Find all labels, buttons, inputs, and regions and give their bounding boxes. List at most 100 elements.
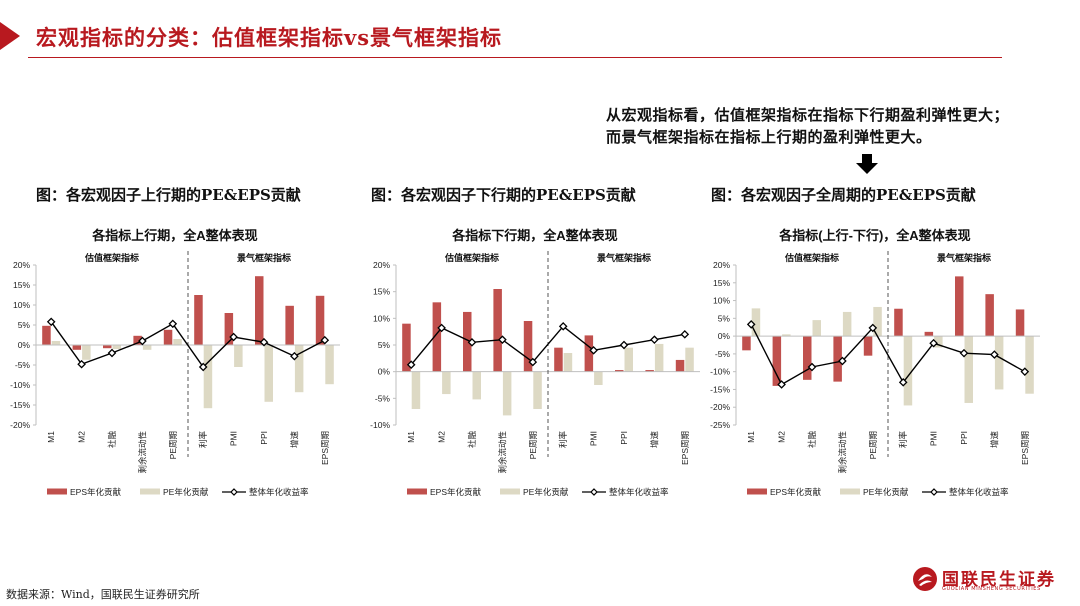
y-tick-label: 10% bbox=[373, 313, 390, 323]
legend-label-pe: PE年化贡献 bbox=[523, 487, 569, 497]
title-arrow-icon bbox=[0, 22, 20, 50]
x-category-label: 剩余流动性 bbox=[137, 431, 147, 474]
pe-bar bbox=[594, 371, 603, 385]
pe-bar bbox=[173, 339, 182, 345]
x-category-label: EPS周期 bbox=[320, 431, 330, 465]
y-tick-label: 20% bbox=[13, 260, 30, 270]
legend-swatch-eps bbox=[407, 488, 427, 495]
total-return-line bbox=[50, 321, 326, 369]
x-category-label: EPS周期 bbox=[1020, 431, 1030, 465]
x-category-label: M1 bbox=[406, 431, 416, 443]
eps-bar bbox=[955, 276, 964, 337]
total-return-marker bbox=[990, 350, 999, 359]
pe-bar bbox=[472, 371, 481, 400]
x-category-label: M1 bbox=[46, 431, 56, 443]
slide-title: 宏观指标的分类：估值框架指标vs景气框架指标 bbox=[36, 25, 503, 50]
total-return-marker bbox=[290, 351, 299, 361]
pe-bar bbox=[624, 347, 633, 372]
eps-bar bbox=[163, 329, 173, 345]
total-return-marker bbox=[528, 357, 538, 367]
x-category-label: PMI bbox=[929, 431, 939, 446]
y-tick-label: 5% bbox=[18, 320, 31, 330]
eps-bar bbox=[742, 336, 751, 351]
x-category-label: PPI bbox=[619, 431, 629, 445]
pe-bar bbox=[51, 341, 61, 345]
eps-bar bbox=[554, 347, 563, 372]
eps-bar bbox=[493, 289, 502, 372]
x-category-label: 利率 bbox=[198, 431, 208, 449]
group-label-prosperity: 景气框架指标 bbox=[237, 252, 291, 263]
y-tick-label: 20% bbox=[373, 260, 390, 270]
eps-bar bbox=[894, 308, 903, 337]
pe-bar bbox=[203, 345, 213, 409]
figure-caption-fullcycle: 图：各宏观因子全周期的PE&EPS贡献 bbox=[711, 186, 976, 204]
x-category-label: PPI bbox=[959, 431, 969, 445]
total-return-marker bbox=[868, 323, 878, 333]
eps-bar bbox=[402, 323, 411, 372]
total-return-marker bbox=[198, 362, 208, 372]
y-tick-label: -10% bbox=[710, 367, 730, 377]
legend-swatch-pe bbox=[840, 488, 860, 495]
pe-bar bbox=[533, 371, 542, 409]
pe-bar bbox=[112, 345, 121, 349]
x-category-label: PMI bbox=[229, 431, 239, 446]
eps-bar bbox=[863, 336, 873, 356]
group-label-prosperity: 景气框架指标 bbox=[937, 252, 991, 263]
pe-bar bbox=[82, 345, 91, 360]
x-category-label: 社融 bbox=[467, 431, 477, 449]
pe-bar bbox=[873, 306, 882, 337]
eps-bar bbox=[615, 370, 624, 372]
chart-title: 各指标下行期，全A整体表现 bbox=[451, 228, 617, 243]
y-tick-label: -10% bbox=[370, 420, 390, 430]
total-return-line bbox=[750, 324, 1026, 386]
x-category-label: PE周期 bbox=[528, 431, 538, 459]
legend-marker-total bbox=[230, 488, 238, 496]
eps-bar bbox=[72, 345, 82, 350]
eps-bar bbox=[42, 325, 51, 345]
total-return-marker bbox=[746, 320, 756, 329]
x-category-label: M2 bbox=[437, 431, 447, 443]
total-return-marker bbox=[437, 323, 446, 333]
pe-bar bbox=[411, 371, 421, 409]
y-tick-label: -15% bbox=[10, 400, 30, 410]
eps-bar bbox=[194, 295, 203, 345]
total-return-marker bbox=[46, 317, 56, 327]
pe-bar bbox=[264, 345, 273, 402]
pe-bar bbox=[685, 347, 694, 372]
logo-mark-icon bbox=[913, 567, 937, 591]
total-return-marker bbox=[589, 346, 598, 355]
y-tick-label: 0% bbox=[718, 331, 731, 341]
y-tick-label: -5% bbox=[375, 393, 391, 403]
x-category-label: 增速 bbox=[989, 431, 999, 449]
legend-label-eps: EPS年化贡献 bbox=[770, 487, 822, 497]
total-return-marker bbox=[838, 356, 847, 366]
y-tick-label: -5% bbox=[715, 349, 731, 359]
total-return-marker bbox=[959, 348, 969, 358]
total-return-marker bbox=[498, 335, 507, 344]
x-category-label: EPS周期 bbox=[680, 431, 690, 465]
pe-bar bbox=[812, 320, 821, 337]
eps-bar bbox=[833, 336, 842, 382]
chart-title: 各指标(上行-下行)，全A整体表现 bbox=[778, 228, 970, 243]
eps-bar bbox=[772, 336, 782, 386]
x-category-label: M2 bbox=[77, 431, 87, 443]
total-return-marker bbox=[619, 340, 629, 350]
group-label-valuation: 估值框架指标 bbox=[784, 252, 839, 263]
legend-marker-total bbox=[590, 488, 598, 496]
pe-bar bbox=[934, 336, 943, 348]
y-tick-label: 5% bbox=[378, 340, 391, 350]
eps-bar bbox=[133, 335, 142, 345]
pe-bar bbox=[964, 336, 973, 403]
x-category-label: M1 bbox=[746, 431, 756, 443]
y-tick-label: 15% bbox=[13, 280, 30, 290]
legend-label-pe: PE年化贡献 bbox=[863, 487, 909, 497]
total-return-marker bbox=[229, 332, 238, 342]
x-category-label: 增速 bbox=[649, 431, 659, 449]
group-label-valuation: 估值框架指标 bbox=[84, 252, 139, 263]
total-return-marker bbox=[807, 362, 817, 372]
brand-logo: 国联民生证券 GUOLIAN MINSHENG SECURITIES bbox=[912, 564, 1054, 598]
total-return-marker bbox=[558, 322, 568, 331]
title-divider bbox=[28, 57, 1002, 58]
total-return-marker bbox=[650, 335, 659, 344]
